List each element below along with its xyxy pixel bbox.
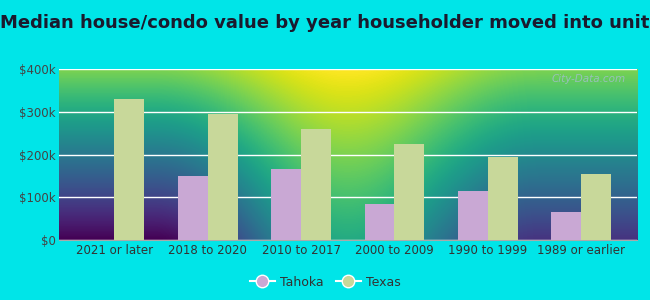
Bar bbox=[271, 169, 301, 240]
Bar bbox=[301, 129, 331, 240]
Bar bbox=[178, 176, 208, 240]
Text: City-Data.com: City-Data.com bbox=[551, 74, 625, 84]
Text: Median house/condo value by year householder moved into unit: Median house/condo value by year househo… bbox=[0, 14, 650, 32]
Bar bbox=[114, 99, 144, 240]
Bar bbox=[581, 174, 611, 240]
Bar bbox=[551, 212, 581, 240]
Bar bbox=[488, 157, 517, 240]
Legend: Tahoka, Texas: Tahoka, Texas bbox=[244, 271, 406, 294]
Bar bbox=[395, 144, 424, 240]
Bar bbox=[208, 114, 238, 240]
Bar bbox=[458, 191, 488, 240]
Bar bbox=[365, 204, 395, 240]
